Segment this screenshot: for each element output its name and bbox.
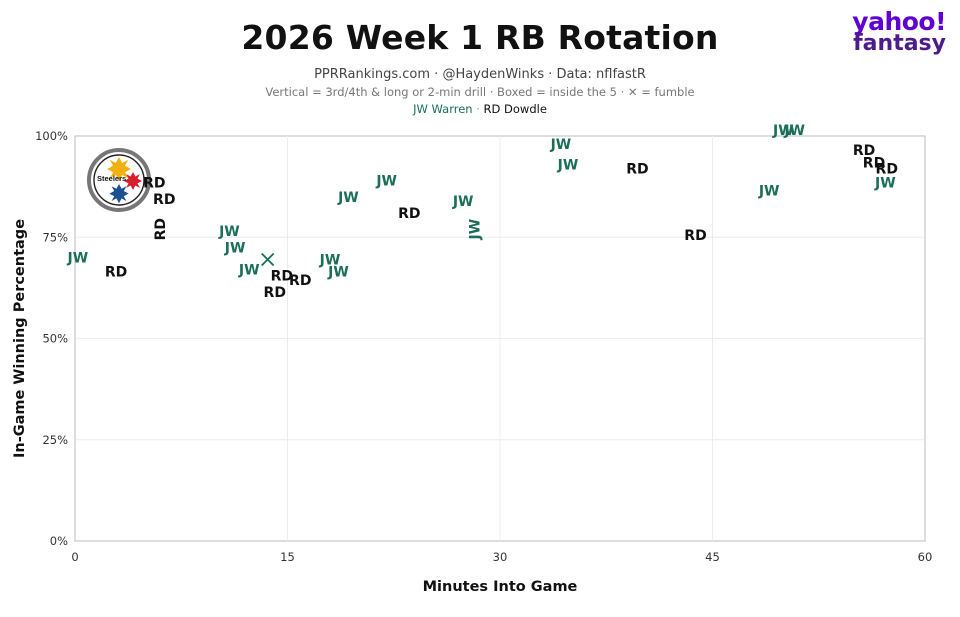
rd-point: RD	[626, 161, 648, 177]
rd-point: RD	[153, 218, 169, 240]
hypocycloid-red-icon	[124, 172, 142, 190]
y-tick-label: 25%	[42, 433, 68, 447]
jw-point: JW	[468, 219, 484, 241]
jw-point: JW	[772, 123, 794, 139]
x-axis-title: Minutes Into Game	[423, 579, 578, 595]
legend-item-jw: JW Warren	[413, 102, 473, 116]
jw-point: JW	[550, 137, 572, 153]
rd-point: RD	[853, 143, 875, 159]
y-tick-label: 50%	[42, 332, 68, 346]
y-tick-label: 100%	[35, 129, 68, 143]
rd-point: RD	[264, 285, 286, 301]
jw-point: JW	[319, 253, 341, 269]
rd-point: RD	[143, 176, 165, 192]
brand-line1: yahoo!	[852, 7, 946, 36]
jw-point: JW	[327, 265, 349, 281]
x-tick-label: 45	[705, 550, 720, 564]
x-tick-label: 0	[71, 550, 78, 564]
rd-point: RD	[153, 192, 175, 208]
x-tick-label: 30	[493, 550, 508, 564]
rd-point: RD	[863, 155, 885, 171]
grid	[74, 135, 926, 542]
legend: JW Warren · RD Dowdle	[0, 102, 960, 116]
chart-title: 2026 Week 1 RB Rotation	[241, 18, 719, 57]
axes: 0 15 30 45 60 0% 25% 50% 75% 100% Minutes Into Gam…	[12, 129, 932, 595]
jw-point: JW	[783, 123, 805, 139]
jw-point: JW	[224, 240, 246, 256]
jw-point: JW	[758, 184, 780, 200]
data-points: JWJWJWJWJWJWJWJWJWJWJWJWJWJWJWJWRDRDRDRD…	[67, 123, 898, 301]
steelers-wordmark: Steelers	[97, 174, 126, 183]
jw-point: JW	[218, 224, 240, 240]
legend-separator: ·	[476, 102, 480, 116]
rd-point: RD	[289, 273, 311, 289]
team-logo: Steelers	[87, 148, 151, 212]
jw-point: JW	[337, 190, 359, 206]
rd-point: RD	[398, 206, 420, 222]
y-tick-label: 75%	[42, 230, 68, 244]
rd-point: RD	[876, 161, 898, 177]
jw-point: JW	[375, 174, 397, 190]
x-tick-label: 60	[918, 550, 933, 564]
yahoo-fantasy-logo: yahoo! fantasy	[852, 7, 946, 56]
chart-caption: Vertical = 3rd/4th & long or 2-min drill…	[265, 85, 695, 99]
jw-point: JW	[238, 263, 260, 279]
rd-point: RD	[105, 265, 127, 281]
rd-point: RD	[684, 228, 706, 244]
x-tick-label: 15	[280, 550, 295, 564]
legend-item-rd: RD Dowdle	[483, 102, 547, 116]
jw-point: JW	[67, 251, 89, 267]
y-axis-title: In-Game Winning Percentage	[12, 219, 28, 458]
hypocycloid-gold-icon	[107, 157, 131, 181]
rd-point: RD	[271, 269, 293, 285]
y-tick-label: 0%	[50, 534, 68, 548]
hypocycloid-blue-icon	[109, 184, 129, 204]
jw-point: JW	[452, 194, 474, 210]
jw-point: JW	[557, 157, 579, 173]
fumble-marker	[261, 252, 275, 267]
brand-line2: fantasy	[853, 31, 946, 56]
jw-point: JW	[874, 176, 896, 192]
chart-subtitle: PPRRankings.com · @HaydenWinks · Data: n…	[314, 67, 646, 82]
